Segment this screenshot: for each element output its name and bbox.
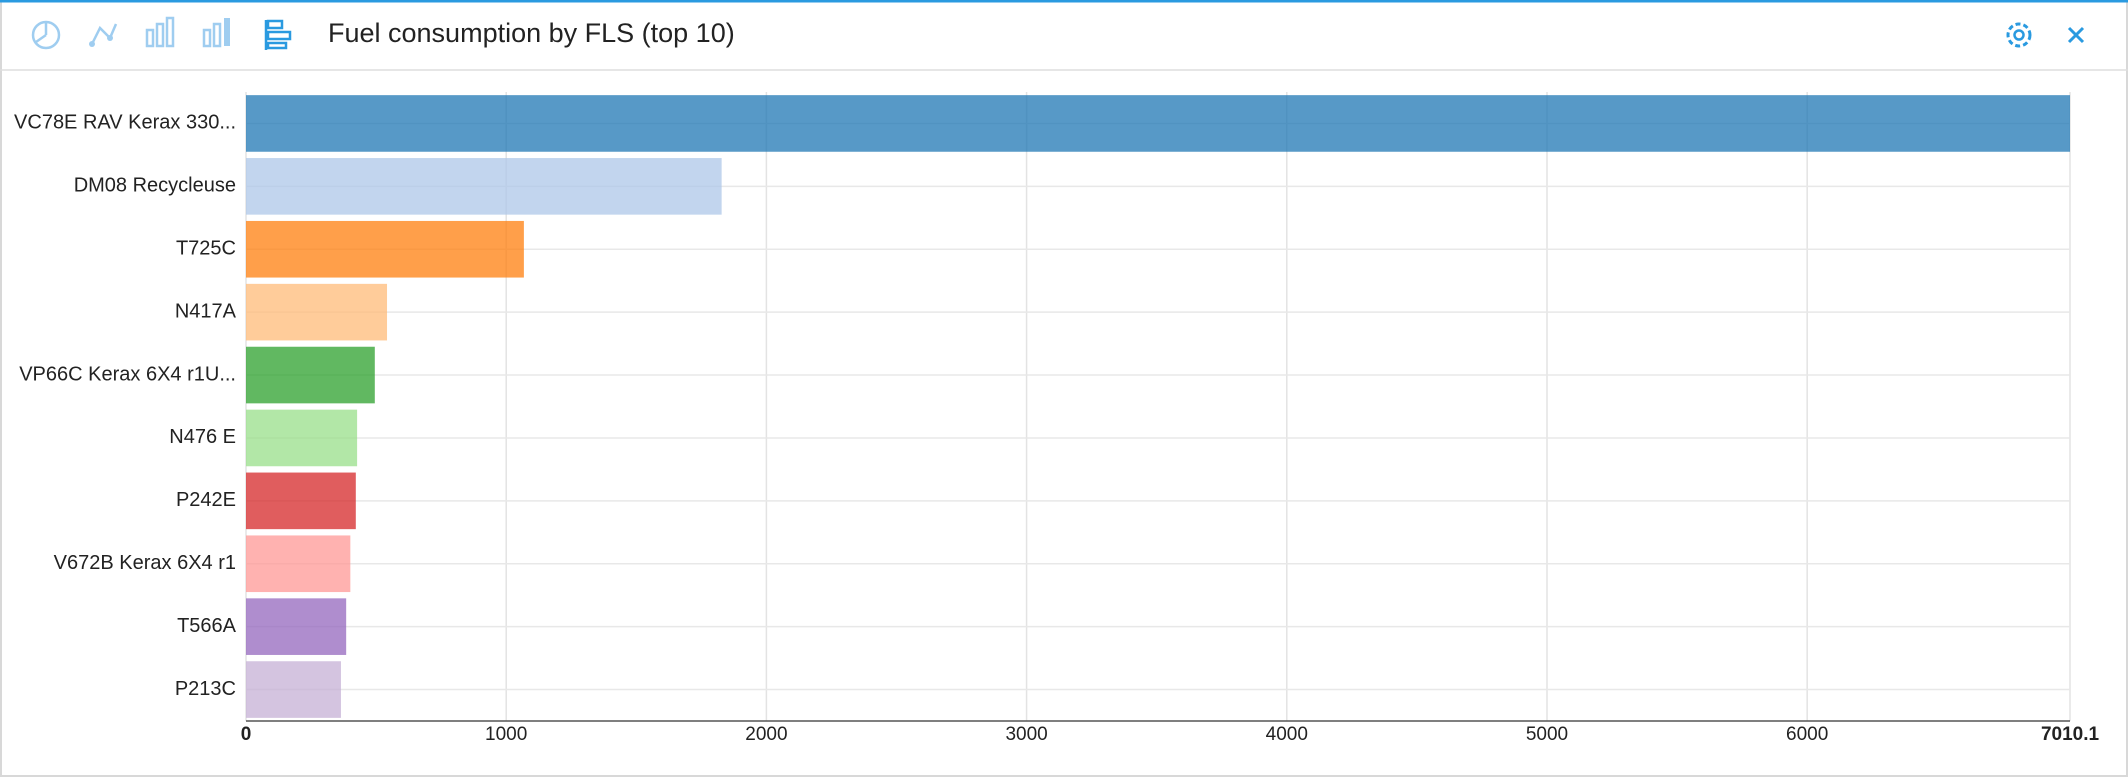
line-icon[interactable] — [89, 23, 118, 47]
bar — [246, 283, 388, 341]
y-tick-label: N417A — [175, 300, 237, 322]
y-tick-label: P213C — [175, 678, 236, 700]
y-tick-label: N476 E — [169, 426, 236, 448]
stacked-icon[interactable] — [202, 18, 230, 48]
bar — [246, 95, 2070, 152]
x-tick-label: 1000 — [485, 724, 527, 745]
hbar-icon[interactable] — [264, 19, 292, 50]
settings-button[interactable] — [2006, 22, 2032, 48]
bar — [246, 346, 375, 404]
x-tick-label: 6000 — [1786, 724, 1828, 745]
y-tick-label: VC78E RAV Kerax 330... — [14, 112, 236, 134]
bar — [246, 598, 347, 655]
bar — [246, 661, 341, 718]
chart-title: Fuel consumption by FLS (top 10) — [328, 18, 735, 48]
y-tick-label: T725C — [176, 238, 236, 260]
bar — [246, 472, 356, 530]
bar — [246, 535, 351, 593]
y-tick-label: VP66C Kerax 6X4 r1U... — [19, 363, 236, 385]
bar — [246, 220, 524, 278]
pie-icon[interactable] — [31, 20, 61, 50]
x-tick-label: 0 — [241, 724, 252, 745]
y-tick-label: V672B Kerax 6X4 r1 — [54, 552, 236, 574]
y-tick-label: P242E — [176, 489, 236, 511]
y-tick-label: DM08 Recycleuse — [74, 175, 236, 197]
close-button[interactable] — [2067, 26, 2085, 44]
x-tick-label: 7010.1 — [2041, 724, 2100, 745]
bar — [246, 409, 358, 467]
x-tick-label: 4000 — [1266, 724, 1308, 745]
x-tick-label: 2000 — [745, 724, 787, 745]
bar-icon[interactable] — [145, 16, 175, 48]
x-tick-label: 3000 — [1005, 724, 1047, 745]
bar — [246, 158, 722, 215]
y-tick-label: T566A — [177, 615, 237, 637]
x-tick-label: 5000 — [1526, 724, 1568, 745]
